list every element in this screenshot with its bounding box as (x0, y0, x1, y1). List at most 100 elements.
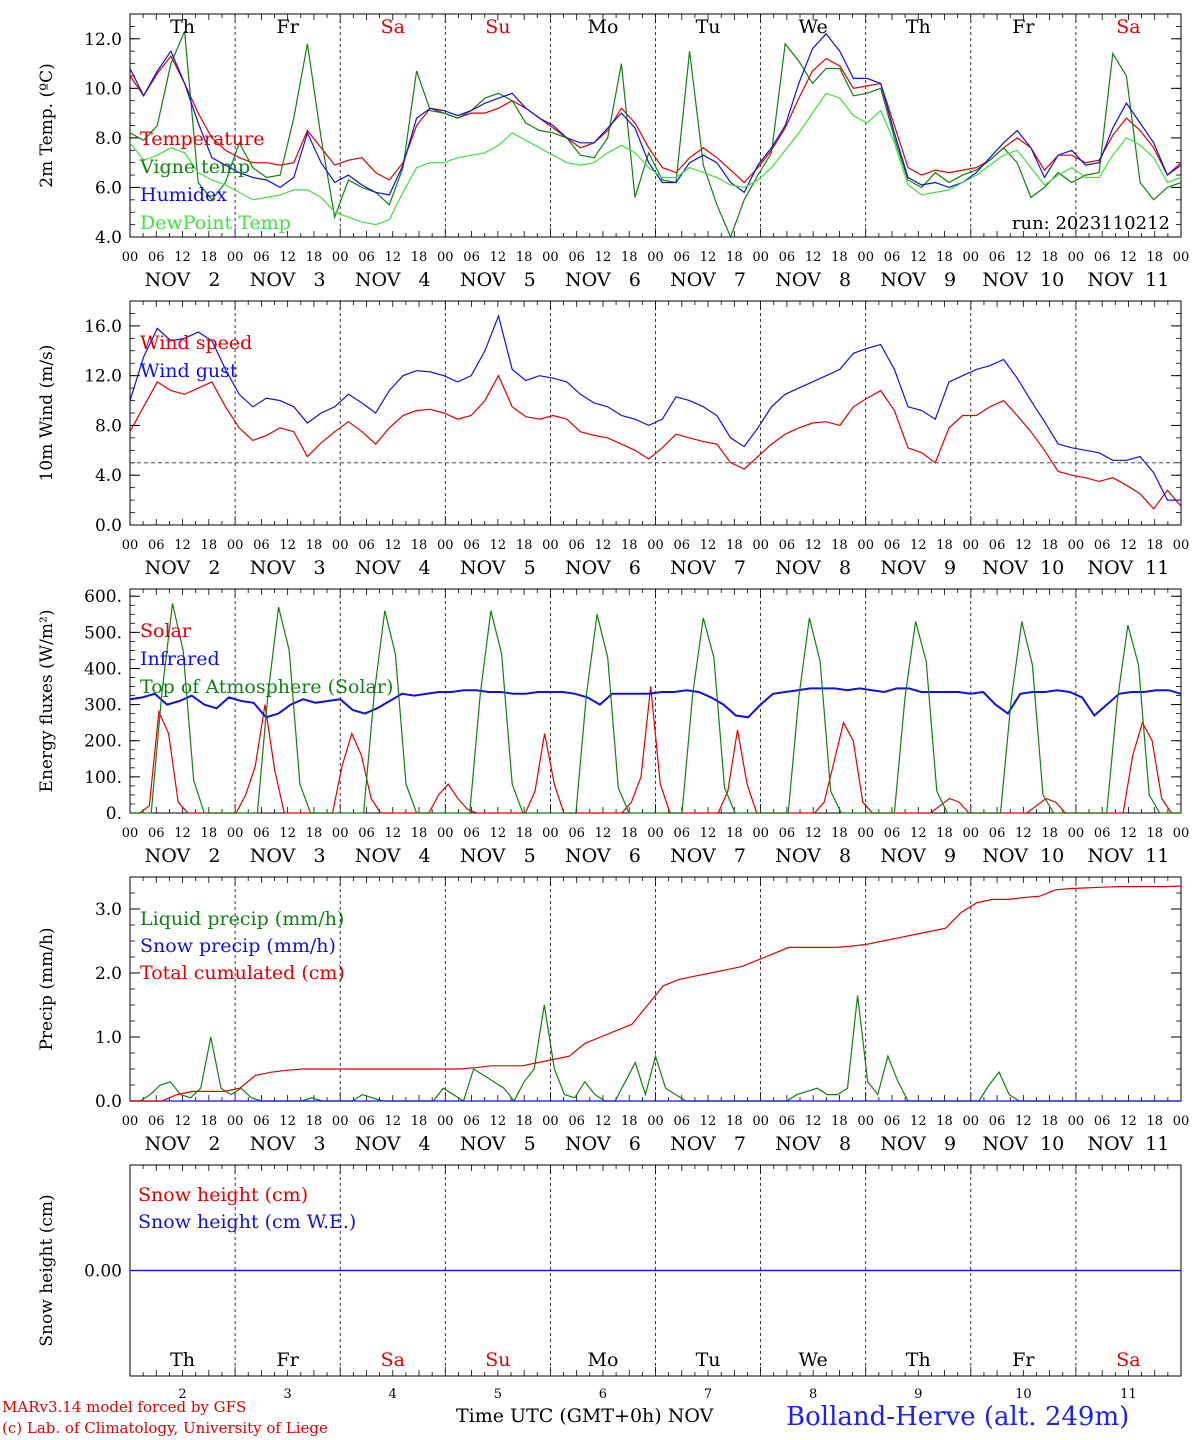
hour-tick-label: 12 (490, 250, 507, 265)
y-tick-label: 10.0 (84, 79, 122, 99)
date-label: NOV 2 (145, 1133, 221, 1155)
hour-tick-label: 06 (253, 1114, 270, 1129)
legend-entry: Snow height (cm) (138, 1184, 308, 1206)
hour-tick-label: 12 (1015, 1114, 1032, 1129)
hour-tick-label: 00 (963, 250, 980, 265)
hour-tick-label: 06 (779, 538, 796, 553)
hour-tick-label: 18 (201, 538, 218, 553)
hour-tick-label: 12 (595, 826, 612, 841)
legend-entry: DewPoint Temp (140, 212, 291, 234)
hour-tick-label: 18 (411, 250, 428, 265)
hour-tick-label: 06 (358, 1114, 375, 1129)
hour-tick-label: 18 (411, 538, 428, 553)
hour-tick-label: 18 (1041, 826, 1058, 841)
date-label: NOV 5 (460, 1133, 536, 1155)
hour-tick-label: 06 (674, 250, 691, 265)
series-line-total-cumulated-cm- (130, 885, 1182, 1102)
hour-tick-label: 18 (1041, 1114, 1058, 1129)
hour-tick-label: 12 (700, 826, 717, 841)
date-label: NOV 5 (460, 845, 536, 867)
day-name: We (799, 1349, 828, 1371)
hour-tick-label: 06 (1094, 1114, 1111, 1129)
day-name: We (799, 16, 828, 38)
hour-tick-label: 18 (1146, 826, 1163, 841)
y-tick-label: 4.0 (95, 466, 122, 486)
hour-tick-label: 00 (963, 826, 980, 841)
hour-tick-label: 18 (516, 250, 533, 265)
hour-tick-label: 18 (201, 250, 218, 265)
hour-tick-label: 06 (253, 538, 270, 553)
series-line-temperature (129, 54, 1182, 184)
hour-tick-label: 12 (805, 1114, 822, 1129)
hour-tick-label: 06 (1094, 250, 1111, 265)
hour-tick-label: 18 (621, 538, 638, 553)
day-name: Fr (277, 1349, 300, 1371)
y-axis-label: Precip (mm/h) (37, 927, 57, 1050)
y-axis-label: 10m Wind (m/s) (37, 345, 57, 482)
hour-tick-label: 00 (1068, 250, 1085, 265)
hour-tick-label: 00 (1173, 1114, 1190, 1129)
hour-tick-label: 00 (122, 1114, 139, 1129)
y-tick-label: 12.0 (84, 367, 122, 387)
hour-tick-label: 00 (752, 250, 769, 265)
day-number: 8 (809, 1387, 817, 1402)
hour-tick-label: 18 (936, 250, 953, 265)
day-name: Th (170, 1349, 195, 1371)
legend-entry: Top of Atmosphere (Solar) (140, 676, 393, 698)
hour-tick-label: 06 (989, 826, 1006, 841)
hour-tick-label: 18 (936, 826, 953, 841)
y-tick-label: 600. (84, 587, 122, 607)
hour-tick-label: 06 (989, 250, 1006, 265)
date-label: NOV 2 (145, 845, 221, 867)
y-tick-label: 0.0 (95, 516, 122, 536)
hour-tick-label: 18 (201, 1114, 218, 1129)
series-line-solar (130, 686, 1181, 814)
hour-tick-label: 12 (490, 1114, 507, 1129)
hour-tick-label: 00 (1068, 826, 1085, 841)
hour-tick-label: 12 (490, 826, 507, 841)
hour-tick-label: 06 (148, 826, 165, 841)
hour-tick-label: 06 (989, 1114, 1006, 1129)
hour-tick-label: 06 (674, 826, 691, 841)
hour-tick-label: 12 (279, 538, 296, 553)
day-name: Fr (277, 16, 300, 38)
hour-tick-label: 06 (358, 250, 375, 265)
series-line-dewpoint-temp (129, 92, 1182, 226)
hour-tick-label: 00 (647, 538, 664, 553)
hour-tick-label: 00 (542, 250, 559, 265)
hour-tick-label: 00 (1173, 538, 1190, 553)
hour-tick-label: 00 (227, 250, 244, 265)
hour-tick-label: 00 (752, 826, 769, 841)
day-name: Sa (381, 16, 405, 38)
y-tick-label: 3.0 (95, 900, 122, 920)
hour-tick-label: 18 (1146, 250, 1163, 265)
day-name: Su (485, 16, 510, 38)
date-label: NOV 10 (982, 845, 1064, 867)
hour-tick-label: 06 (358, 538, 375, 553)
hour-tick-label: 00 (227, 538, 244, 553)
hour-tick-label: 06 (148, 250, 165, 265)
hour-tick-label: 12 (1120, 538, 1137, 553)
series-line-top-of-atmosphere-solar- (130, 603, 1181, 814)
legend-entry: Snow height (cm W.E.) (138, 1211, 356, 1233)
date-label: NOV 4 (355, 1133, 431, 1155)
hour-tick-label: 18 (411, 1114, 428, 1129)
date-label: NOV 7 (670, 269, 746, 291)
y-tick-label: 2.0 (95, 964, 122, 984)
date-label: NOV 10 (982, 269, 1064, 291)
date-label: NOV 7 (670, 845, 746, 867)
hour-tick-label: 06 (568, 250, 585, 265)
hour-tick-label: 06 (674, 538, 691, 553)
credit-line-1: MARv3.14 model forced by GFS (2, 1398, 247, 1416)
y-tick-label: 12.0 (84, 30, 122, 50)
legend-entry: Wind speed (140, 332, 252, 354)
hour-tick-label: 18 (1041, 538, 1058, 553)
hour-tick-label: 06 (884, 538, 901, 553)
legend-entry: Liquid precip (mm/h) (140, 908, 344, 930)
hour-tick-label: 18 (411, 826, 428, 841)
date-label: NOV 9 (880, 557, 956, 579)
hour-tick-label: 18 (936, 538, 953, 553)
hour-tick-label: 00 (1068, 538, 1085, 553)
hour-tick-label: 06 (463, 538, 480, 553)
series-line-wind-gust (129, 313, 1181, 501)
